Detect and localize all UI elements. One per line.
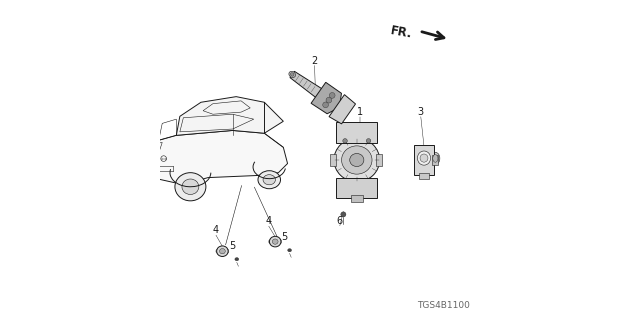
Ellipse shape bbox=[273, 239, 278, 244]
Ellipse shape bbox=[288, 249, 292, 252]
Circle shape bbox=[330, 92, 335, 98]
Ellipse shape bbox=[349, 154, 364, 166]
Text: 2: 2 bbox=[312, 56, 317, 66]
Polygon shape bbox=[329, 95, 355, 124]
Circle shape bbox=[326, 97, 332, 103]
Text: FR.: FR. bbox=[389, 24, 413, 40]
Ellipse shape bbox=[216, 246, 228, 257]
Circle shape bbox=[343, 139, 348, 143]
Ellipse shape bbox=[420, 154, 428, 162]
Ellipse shape bbox=[269, 236, 281, 247]
Text: 4: 4 bbox=[266, 216, 272, 226]
Text: 6: 6 bbox=[337, 216, 343, 226]
FancyBboxPatch shape bbox=[414, 145, 434, 175]
FancyBboxPatch shape bbox=[433, 155, 438, 165]
Ellipse shape bbox=[227, 249, 229, 253]
FancyBboxPatch shape bbox=[336, 178, 378, 198]
Ellipse shape bbox=[417, 151, 431, 165]
Ellipse shape bbox=[334, 138, 380, 182]
Polygon shape bbox=[148, 131, 287, 185]
FancyBboxPatch shape bbox=[351, 195, 363, 202]
Ellipse shape bbox=[220, 249, 225, 254]
Ellipse shape bbox=[431, 152, 440, 164]
Ellipse shape bbox=[263, 175, 275, 185]
Ellipse shape bbox=[291, 73, 294, 76]
FancyBboxPatch shape bbox=[336, 122, 378, 143]
Text: 1: 1 bbox=[357, 107, 363, 117]
Ellipse shape bbox=[182, 179, 199, 195]
FancyBboxPatch shape bbox=[419, 173, 429, 179]
Circle shape bbox=[341, 212, 346, 217]
Ellipse shape bbox=[258, 171, 280, 189]
Polygon shape bbox=[177, 97, 284, 135]
Ellipse shape bbox=[216, 249, 218, 253]
Circle shape bbox=[366, 139, 371, 143]
Text: 5: 5 bbox=[282, 232, 288, 242]
Polygon shape bbox=[311, 82, 342, 114]
Ellipse shape bbox=[433, 155, 438, 162]
Text: TGS4B1100: TGS4B1100 bbox=[417, 301, 470, 310]
Text: 4: 4 bbox=[213, 225, 219, 235]
Ellipse shape bbox=[289, 71, 296, 77]
Text: 5: 5 bbox=[229, 241, 235, 251]
Ellipse shape bbox=[175, 173, 206, 201]
Text: 3: 3 bbox=[418, 107, 424, 117]
Ellipse shape bbox=[235, 258, 239, 261]
Ellipse shape bbox=[279, 240, 282, 244]
Circle shape bbox=[323, 102, 328, 108]
FancyBboxPatch shape bbox=[376, 154, 381, 166]
Polygon shape bbox=[290, 71, 330, 103]
FancyBboxPatch shape bbox=[330, 154, 336, 166]
Ellipse shape bbox=[269, 240, 271, 244]
Ellipse shape bbox=[342, 146, 372, 174]
